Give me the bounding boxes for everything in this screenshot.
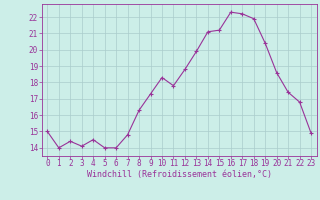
- X-axis label: Windchill (Refroidissement éolien,°C): Windchill (Refroidissement éolien,°C): [87, 170, 272, 179]
